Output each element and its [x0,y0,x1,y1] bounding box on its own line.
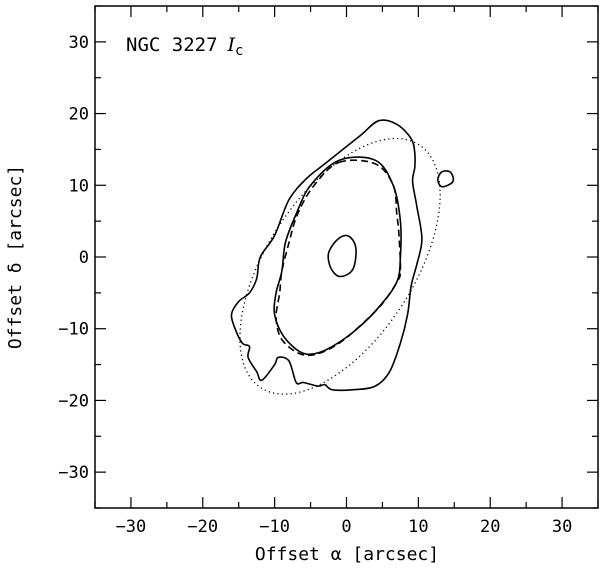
y-tick-label: 20 [69,105,89,125]
title-band: I [227,34,236,56]
plot-frame [94,5,599,509]
contour-solid-2 [273,156,402,356]
x-tick-label: 0 [341,517,351,537]
axis-ticks [94,5,599,509]
y-tick-label: −10 [58,320,89,340]
x-tick-label: −20 [187,517,218,537]
y-tick-labels: −30 −20 −10 0 10 20 30 [58,33,89,483]
title-band-subscript: c [235,43,243,59]
contour-dashed-4 [275,159,402,357]
contour-solid-0 [327,234,357,278]
chart-title: NGC 3227 Ic [126,34,243,59]
y-tick-label: −20 [58,391,89,411]
y-tick-label: −30 [58,463,89,483]
y-tick-label: 30 [69,33,89,53]
contour-layer [230,119,455,395]
x-tick-label: 10 [408,517,428,537]
contour-solid-3 [230,119,423,392]
x-tick-labels: −30 −20 −10 0 10 20 30 [116,517,573,537]
x-tick-label: 30 [552,517,572,537]
y-tick-label: 0 [79,248,89,268]
contour-solid-1 [436,170,455,188]
x-tick-label: −30 [116,517,147,537]
x-tick-label: 20 [480,517,500,537]
x-axis-label: Offset α [arcsec] [255,544,439,565]
x-tick-label: −10 [259,517,290,537]
y-axis-label: Offset δ [arcsec] [5,165,26,349]
contour-dotted-5 [239,137,441,395]
title-object: NGC 3227 [126,34,218,56]
y-tick-label: 10 [69,176,89,196]
